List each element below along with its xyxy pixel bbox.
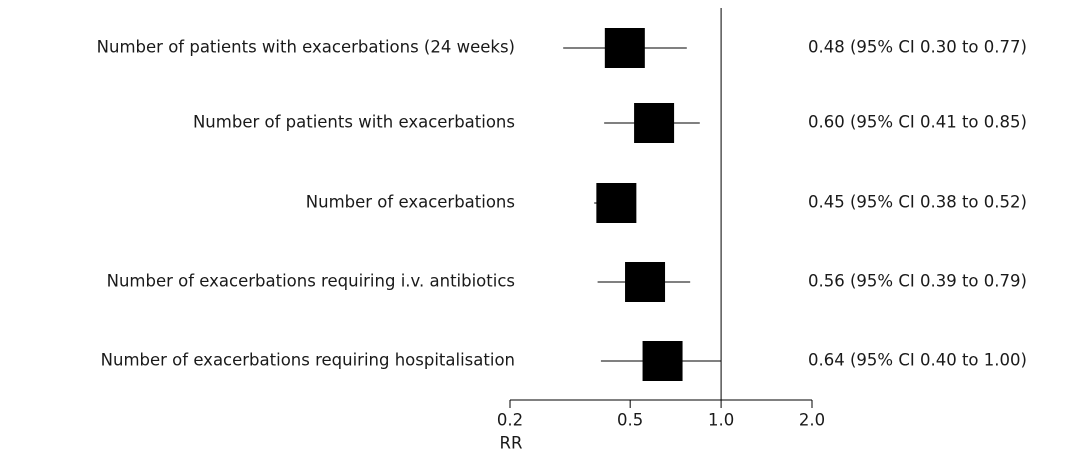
row-label: Number of patients with exacerbations (2…: [97, 38, 515, 57]
x-tick-label: 2.0: [799, 411, 825, 430]
point-estimate: [634, 103, 675, 143]
value-label: 0.56 (95% CI 0.39 to 0.79): [808, 272, 1027, 291]
x-tick-label: 0.2: [497, 411, 523, 430]
point-estimate: [642, 341, 683, 381]
value-label: 0.64 (95% CI 0.40 to 1.00): [808, 351, 1027, 370]
point-estimate: [604, 28, 645, 68]
value-label: 0.45 (95% CI 0.38 to 0.52): [808, 193, 1027, 212]
point-estimate: [625, 262, 666, 302]
point-estimate: [596, 183, 637, 223]
value-label: 0.48 (95% CI 0.30 to 0.77): [808, 38, 1027, 57]
x-tick-label: 1.0: [708, 411, 734, 430]
row-label: Number of patients with exacerbations: [193, 113, 515, 132]
x-tick-label: 0.5: [617, 411, 643, 430]
value-label: 0.60 (95% CI 0.41 to 0.85): [808, 113, 1027, 132]
row-label: Number of exacerbations requiring i.v. a…: [107, 272, 515, 291]
row-label: Number of exacerbations requiring hospit…: [101, 351, 515, 370]
x-axis-label: RR: [500, 434, 523, 453]
row-label: Number of exacerbations: [306, 193, 515, 212]
